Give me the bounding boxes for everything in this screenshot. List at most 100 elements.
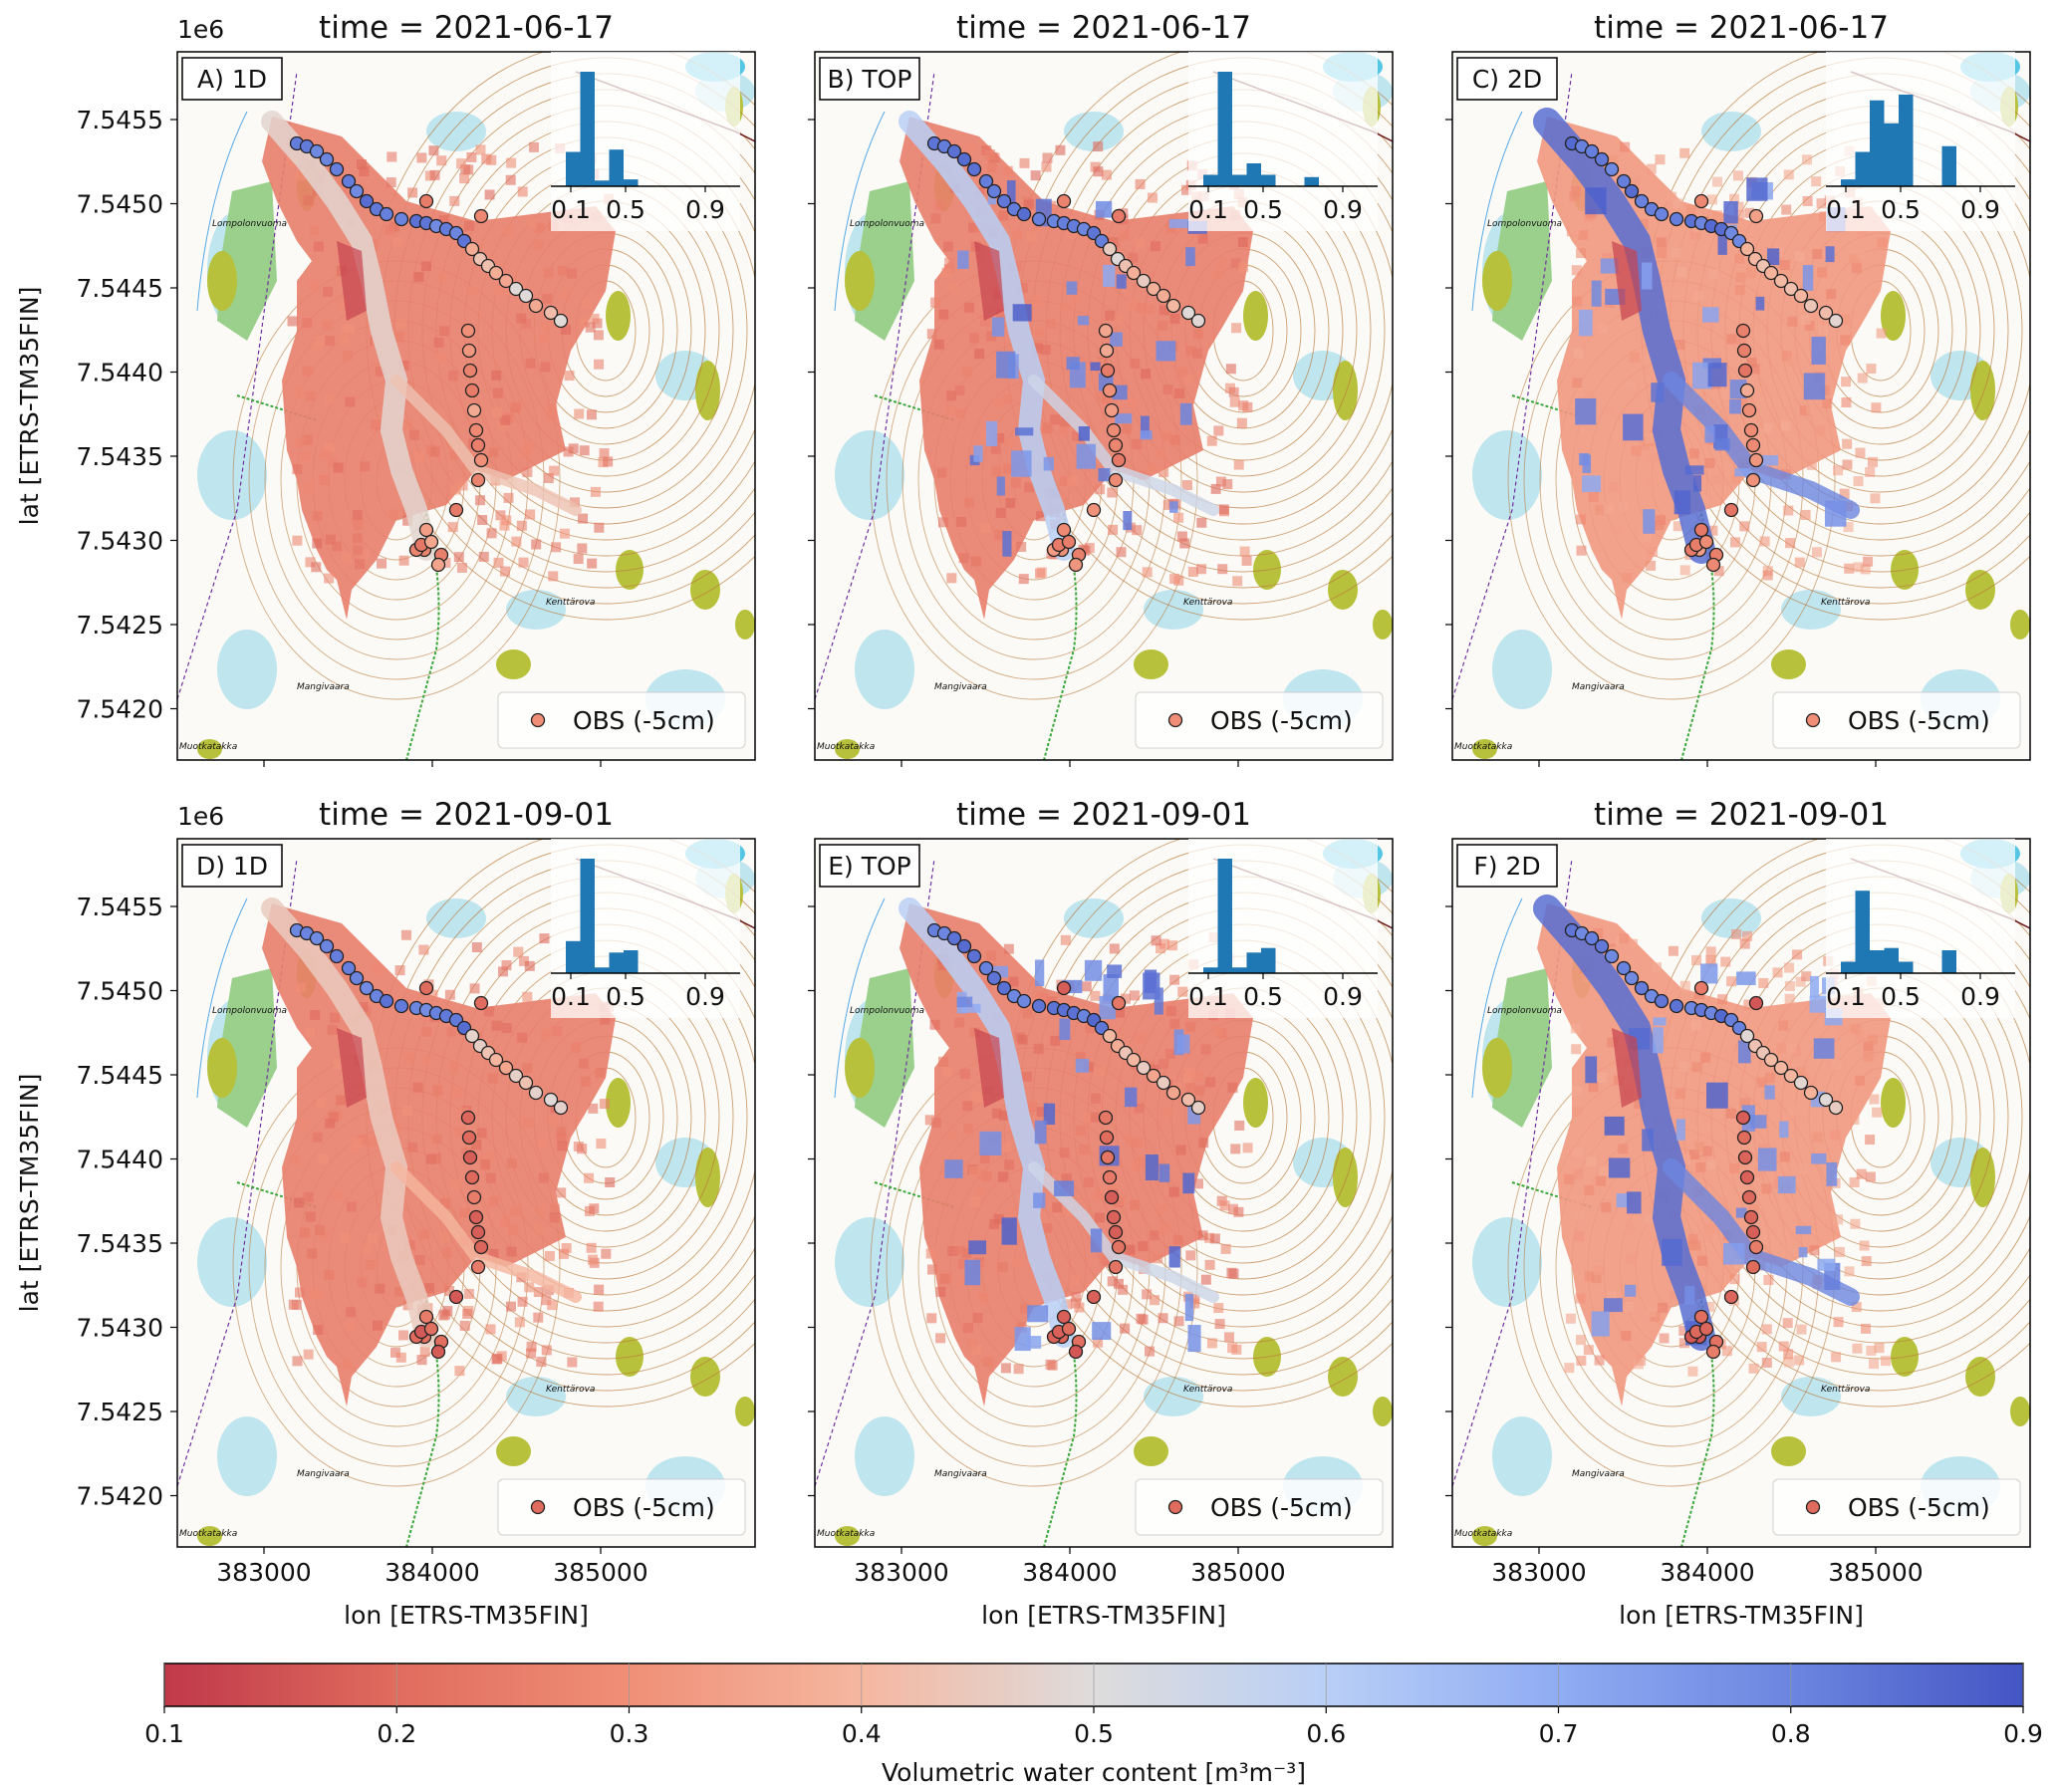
vwc-pixel	[421, 1026, 432, 1037]
vwc-pixel	[1060, 416, 1071, 427]
road-line	[236, 394, 318, 421]
vwc-pixel	[1678, 1325, 1689, 1336]
vwc-pixel	[1236, 417, 1247, 428]
vwc-pixel	[311, 562, 322, 573]
vwc-pixel	[491, 1020, 502, 1031]
obs-point	[1735, 1110, 1751, 1126]
vwc-pixel	[1703, 1228, 1714, 1239]
vwc-pixel	[547, 403, 558, 414]
obs-point	[1693, 1309, 1709, 1325]
vwc-pixel	[1177, 367, 1188, 378]
obs-point	[1102, 241, 1118, 257]
vwc-pixel	[984, 149, 995, 160]
place-name: Lompolonvuoma	[850, 1006, 924, 1016]
vwc-pixel	[1120, 1323, 1131, 1334]
vwc-pixel	[930, 297, 941, 308]
obs-point	[1739, 1169, 1755, 1185]
obs-point	[1056, 1309, 1072, 1325]
vwc-pixel	[388, 509, 399, 520]
vwc-pixel	[1093, 166, 1104, 177]
obs-point	[309, 930, 325, 946]
vwc-pixel	[324, 1269, 335, 1280]
vwc-pixel	[1859, 1240, 1870, 1251]
vwc-pixel	[979, 1152, 990, 1163]
vwc-pixel	[1090, 1112, 1101, 1123]
axes-frame	[814, 51, 1394, 761]
legend: OBS (-5cm)	[1135, 1478, 1384, 1536]
vwc-pixel	[1711, 474, 1722, 485]
obs-point	[1818, 1092, 1834, 1108]
obs-point	[430, 557, 446, 573]
obs-point	[1818, 305, 1834, 321]
vwc-pixel	[1687, 1233, 1698, 1244]
obs-point	[996, 193, 1012, 209]
vwc-pixel	[294, 1197, 305, 1208]
vwc-pixel	[971, 1345, 982, 1356]
vwc-pixel	[967, 1339, 978, 1350]
obs-point	[1102, 1169, 1118, 1185]
vwc-pixel	[1674, 340, 1685, 351]
wetland-patch	[835, 1217, 904, 1307]
obs-point	[543, 1092, 559, 1108]
histogram-bar	[1261, 174, 1276, 186]
place-name: Kenttärova	[1821, 1385, 1870, 1395]
vwc-pixel	[1158, 1059, 1169, 1070]
vwc-pixel	[421, 1056, 432, 1067]
vwc-pixel	[975, 1260, 986, 1271]
vwc-pixel	[501, 960, 512, 971]
obs-point	[1604, 161, 1620, 177]
vwc-pixel	[1233, 1206, 1244, 1217]
vwc-pixel	[446, 1026, 457, 1037]
forest-patch	[1881, 291, 1906, 341]
obs-point	[553, 1100, 569, 1116]
vwc-pixel	[1117, 1194, 1128, 1205]
vwc-pixel	[1705, 946, 1716, 957]
vwc-pixel	[1204, 1259, 1215, 1270]
vwc-pixel	[318, 1153, 329, 1164]
vwc-pixel	[1011, 229, 1022, 240]
panel-label-text: D) 1D	[196, 852, 268, 881]
obs-point	[1783, 281, 1799, 297]
histogram-inset: 0.1 0.5 0.9	[1188, 52, 1378, 231]
wet-channel	[261, 111, 437, 561]
vwc-pixel-wet	[1653, 1017, 1667, 1026]
vwc-pixel	[521, 446, 532, 457]
vwc-pixel	[1666, 191, 1676, 202]
panel-label-box	[819, 57, 920, 101]
vwc-pixel	[975, 1186, 986, 1197]
vwc-pixel	[335, 176, 346, 187]
vwc-pixel	[1720, 956, 1731, 967]
vwc-pixel-wet	[1116, 274, 1127, 289]
y-tick-label: 7.5445	[77, 1061, 163, 1090]
vwc-pixel	[433, 337, 444, 348]
vwc-pixel	[1613, 525, 1624, 536]
road-line	[874, 1181, 955, 1208]
obs-point	[1594, 151, 1610, 167]
vwc-pixel	[1701, 1146, 1712, 1156]
vwc-pixel	[556, 1187, 567, 1198]
vwc-pixel	[394, 1286, 405, 1297]
vwc-pixel	[353, 519, 364, 530]
panel-label-box	[1456, 844, 1558, 888]
vwc-pixel	[524, 960, 535, 971]
vwc-pixel	[1778, 1341, 1789, 1352]
vwc-pixel	[1156, 447, 1166, 458]
road-line	[1511, 394, 1593, 421]
vwc-pixel	[937, 517, 948, 528]
vwc-pixel	[561, 1243, 572, 1254]
panel-label: E) TOP	[819, 844, 920, 888]
colorbar-tick-label: 0.1	[144, 1719, 184, 1748]
vwc-pixel	[567, 1357, 578, 1368]
obs-point	[1099, 1130, 1115, 1146]
vwc-pixel	[1241, 555, 1252, 566]
vwc-pixel-wet	[1810, 975, 1820, 998]
vwc-pixel	[599, 1099, 610, 1110]
legend-marker	[1805, 712, 1821, 728]
vwc-pixel	[1742, 930, 1753, 941]
vwc-pixel	[1159, 1223, 1170, 1234]
obs-point	[1748, 208, 1764, 224]
obs-point	[1739, 241, 1755, 257]
vwc-pixel	[526, 1341, 537, 1352]
vwc-pixel-wet	[1077, 316, 1090, 326]
vwc-pixel	[930, 213, 941, 224]
